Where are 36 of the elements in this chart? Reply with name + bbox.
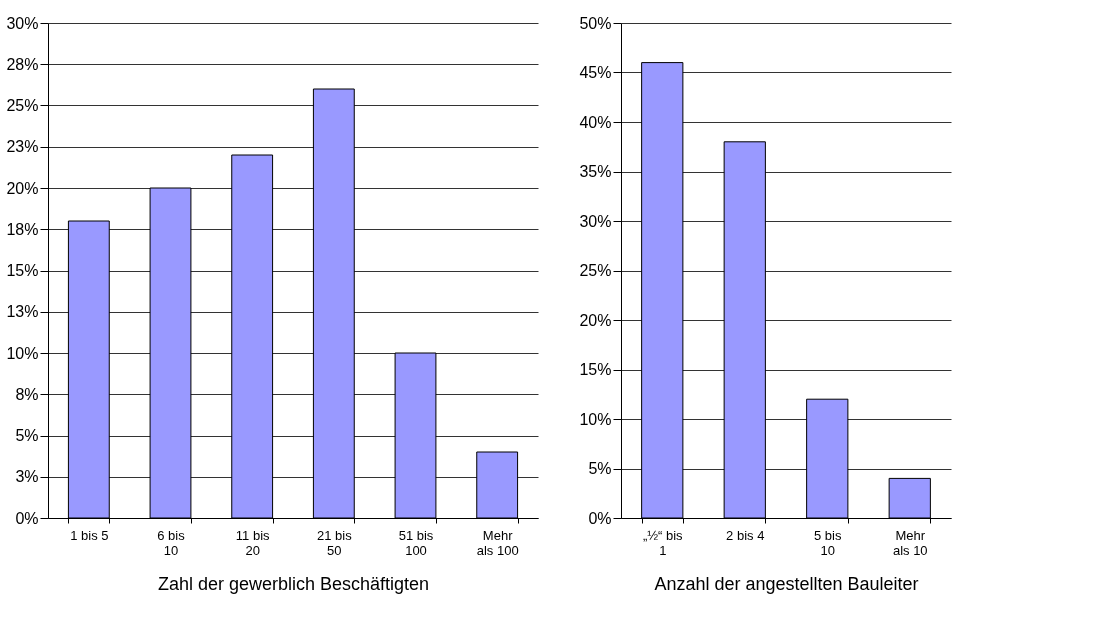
x-tick-label: 11 bis 20 [235, 527, 271, 558]
y-tick-label: 30% [6, 14, 39, 32]
y-tick-label: 50% [579, 14, 612, 32]
y-tick-label: 13% [6, 303, 39, 321]
x-tick-label: 51 bis 100 [398, 527, 434, 558]
y-tick-label: 25% [579, 262, 612, 279]
x-axis-title: Zahl der gewerblich Beschäftigten [157, 573, 430, 594]
y-tick-label: 28% [6, 55, 39, 73]
x-tick-label: „½“ bis 1 [642, 527, 684, 558]
y-tick-label: 40% [579, 113, 612, 131]
x-axis-title: Anzahl der angestellten Bauleiter [654, 573, 919, 594]
y-tick-label: 23% [6, 138, 39, 156]
x-tick-label: Mehr als 100 [476, 527, 519, 558]
y-tick-label: 15% [579, 361, 612, 378]
x-tick-label: 5 bis 10 [814, 527, 842, 558]
y-tick-label: 0% [15, 509, 39, 527]
y-tick-label: 35% [579, 163, 612, 180]
y-tick-label: 18% [6, 220, 39, 238]
x-tick-label: 2 bis 4 [726, 527, 765, 543]
y-tick-label: 20% [6, 179, 39, 197]
y-tick-label: 25% [6, 97, 39, 114]
y-tick-label: 5% [15, 427, 39, 444]
y-tick-label: 3% [15, 468, 39, 486]
x-tick-label: 21 bis 50 [316, 527, 353, 558]
y-tick-label: 10% [579, 410, 612, 428]
y-tick-label: 5% [588, 460, 612, 477]
x-tick-label: Mehr als 10 [892, 527, 928, 558]
y-tick-label: 20% [579, 311, 612, 329]
y-tick-label: 45% [579, 64, 612, 81]
y-tick-label: 0% [588, 509, 612, 527]
x-tick-label: 1 bis 5 [70, 527, 109, 543]
x-tick-label: 6 bis 10 [157, 527, 186, 558]
y-tick-label: 30% [579, 212, 612, 230]
y-tick-label: 8% [15, 385, 39, 403]
y-tick-label: 10% [6, 344, 39, 362]
y-tick-label: 15% [6, 262, 39, 279]
